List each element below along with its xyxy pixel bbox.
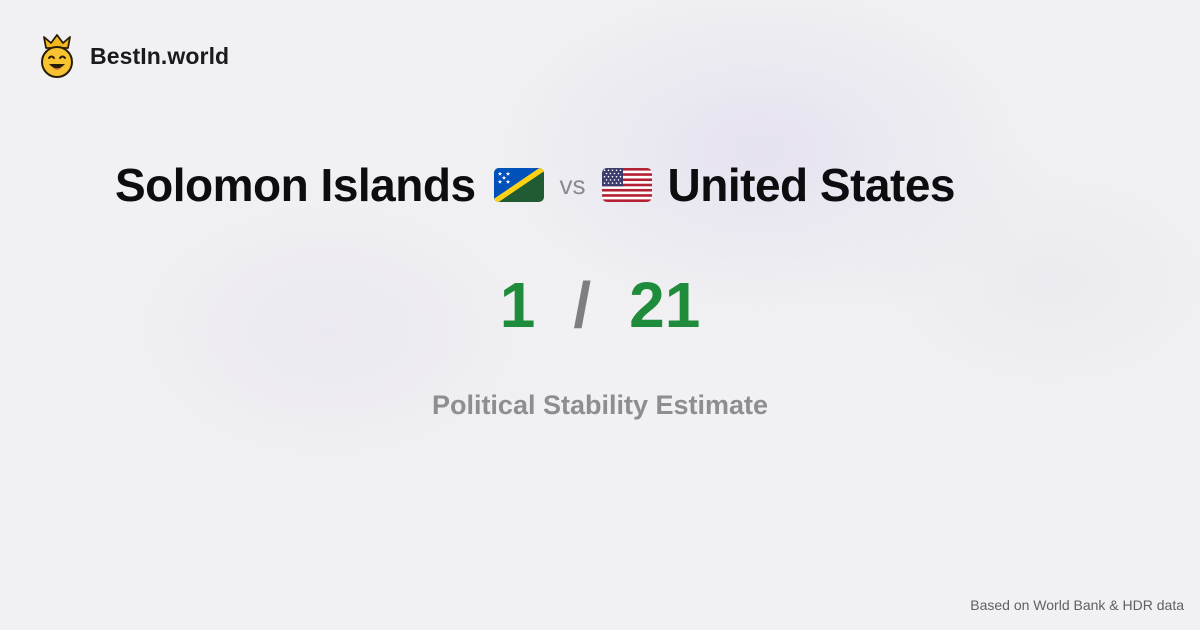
- header[interactable]: BestIn.world: [38, 34, 229, 78]
- score-row: 1 / 21: [0, 268, 1200, 342]
- vs-label: vs: [559, 169, 586, 200]
- comparison-title: Solomon Islands vs: [115, 158, 956, 212]
- left-country-name: Solomon Islands: [115, 159, 476, 211]
- crowned-smiley-icon: [41, 34, 73, 78]
- left-score: 1: [499, 269, 536, 341]
- brand-name[interactable]: BestIn.world: [90, 42, 230, 69]
- score-separator: /: [573, 269, 592, 341]
- united-states-flag-icon: [601, 168, 652, 202]
- data-source-note: Based on World Bank & HDR data: [970, 597, 1184, 613]
- right-score: 21: [629, 269, 701, 341]
- right-country-name: United States: [667, 159, 956, 211]
- metric-label: Political Stability Estimate: [431, 390, 769, 420]
- solomon-islands-flag-icon: [493, 168, 544, 202]
